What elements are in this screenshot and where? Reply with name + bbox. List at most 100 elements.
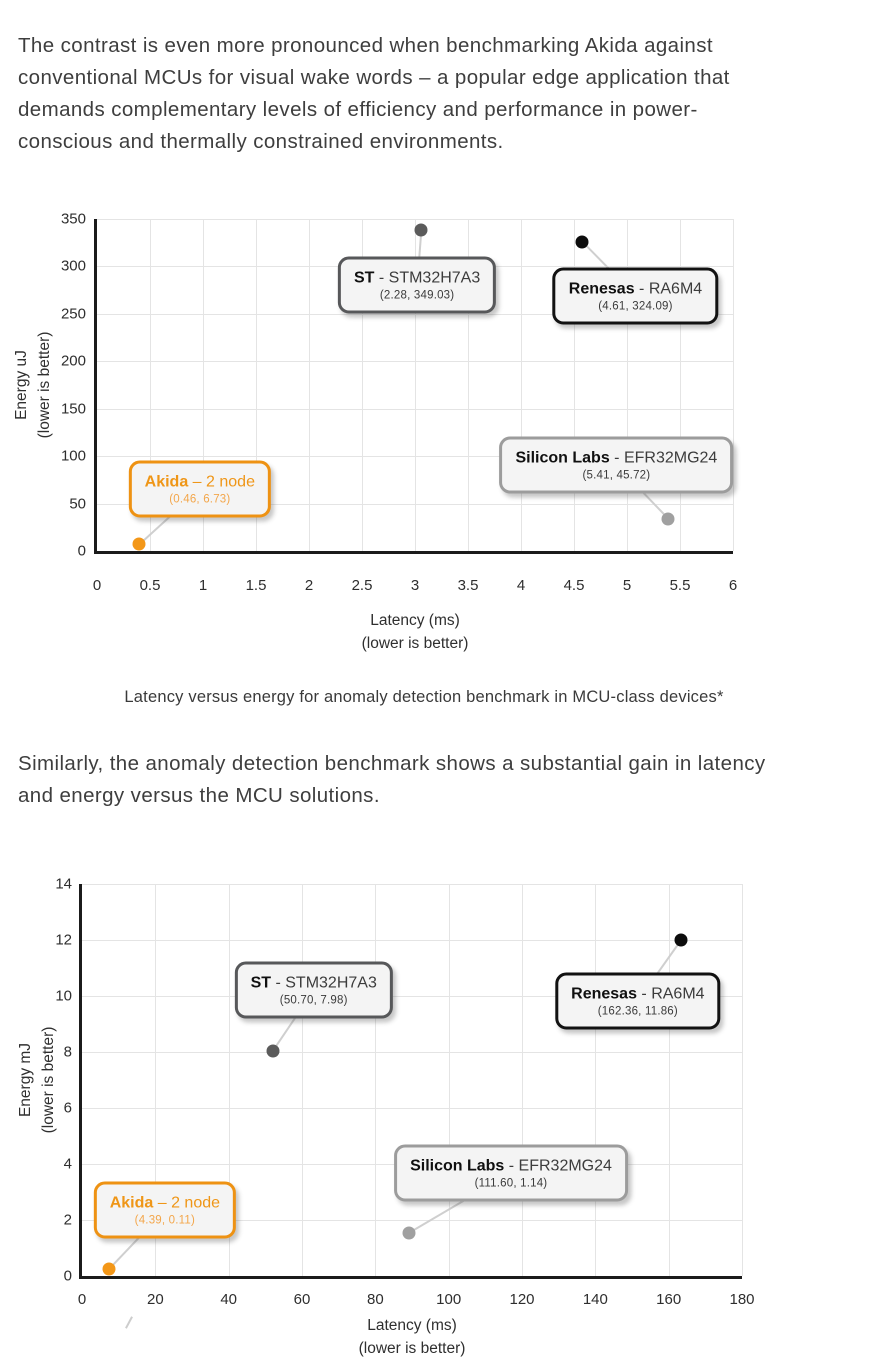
x-tick-label: 4	[516, 577, 526, 594]
x-gridline	[228, 884, 230, 1276]
data-point-dot-st	[414, 223, 428, 237]
y-gridline	[97, 361, 733, 363]
vendor-name: Akida	[109, 1194, 154, 1212]
callout-title: Akida – 2 node	[145, 474, 255, 492]
y-tick-label: 12	[55, 931, 72, 949]
vendor-name: ST	[250, 974, 272, 992]
x-tick-label: 40	[220, 1291, 237, 1308]
callout-title: Akida – 2 node	[110, 1195, 220, 1213]
y-gridline	[97, 456, 733, 458]
x-axis-title-main: Latency (ms)	[370, 612, 460, 629]
callout-title: ST - STM32H7A3	[251, 975, 377, 993]
y-tick-label: 50	[69, 495, 86, 513]
y-gridline	[82, 1108, 742, 1109]
y-gridline	[97, 219, 733, 220]
x-gridline	[415, 219, 416, 551]
x-axis-title-note: (lower is better)	[361, 635, 469, 652]
data-point-dot-silicon-labs	[402, 1226, 416, 1240]
x-gridline	[595, 884, 597, 1276]
y-tick-label: 350	[60, 210, 86, 228]
x-tick-label: 5	[622, 577, 632, 594]
x-tick-label: 0.5	[139, 577, 161, 594]
model-name: - RA6M4	[636, 985, 705, 1003]
x-gridline	[468, 219, 469, 551]
axis-frame	[94, 219, 733, 554]
y-gridline	[97, 408, 733, 410]
y-tick-label: 0	[77, 542, 86, 560]
x-tick-label: 0	[77, 1291, 87, 1308]
model-name: – 2 node	[188, 473, 255, 491]
y-tick-label: 250	[60, 305, 86, 323]
model-name: – 2 node	[153, 1194, 221, 1212]
leader-line-st	[416, 230, 423, 286]
x-tick-label: 60	[293, 1291, 311, 1308]
y-axis-title-main: Energy uJ	[13, 350, 30, 420]
callout-akida: Akida – 2 node (4.39, 0.11)	[93, 1181, 237, 1239]
x-gridline	[309, 219, 310, 551]
x-tick-label: 1.5	[245, 577, 267, 594]
intro-paragraph: The contrast is even more pronounced whe…	[18, 34, 730, 153]
x-gridline	[522, 884, 523, 1276]
leader-line-renesas	[581, 241, 637, 297]
data-point-dot-renesas	[575, 235, 589, 249]
y-tick-label: 200	[60, 352, 86, 370]
callout-silicon-labs: Silicon Labs - EFR32MG24 (111.60, 1.14)	[394, 1144, 628, 1202]
x-gridline	[627, 219, 628, 551]
x-gridline	[521, 219, 522, 551]
callout-silicon-labs: Silicon Labs - EFR32MG24 (5.41, 45.72)	[499, 436, 734, 494]
y-axis-title: Energy mJ (lower is better)	[14, 1027, 60, 1134]
x-gridline	[150, 219, 151, 551]
x-tick-label: 120	[509, 1291, 535, 1308]
y-tick-label: 0	[63, 1267, 72, 1285]
x-axis-title-main: Latency (ms)	[367, 1317, 457, 1334]
leader-line-silicon-labs	[615, 463, 670, 520]
leader-line-silicon-labs	[408, 1172, 512, 1234]
x-tick-label: 3.5	[457, 577, 479, 594]
callout-st: ST - STM32H7A3 (2.28, 349.03)	[337, 256, 497, 314]
callout-coordinates: (111.60, 1.14)	[474, 1177, 548, 1190]
axis-frame	[79, 884, 742, 1279]
vendor-name: ST	[353, 269, 375, 287]
callout-st: ST - STM32H7A3 (50.70, 7.98)	[234, 961, 393, 1019]
vendor-name: Silicon Labs	[410, 1157, 505, 1175]
callout-coordinates: (50.70, 7.98)	[279, 994, 348, 1007]
x-gridline	[256, 219, 257, 551]
callout-renesas: Renesas - RA6M4 (4.61, 324.09)	[552, 267, 719, 325]
x-gridline	[362, 219, 363, 551]
x-tick-label: 180	[729, 1291, 755, 1308]
x-tick-label: 6	[728, 577, 738, 594]
x-gridline	[302, 884, 303, 1276]
y-gridline	[97, 503, 733, 505]
y-gridline	[82, 1164, 742, 1165]
y-axis-title-note: (lower is better)	[40, 1026, 57, 1134]
y-tick-label: 300	[60, 257, 86, 275]
y-tick-label: 4	[63, 1155, 72, 1173]
vendor-name: Akida	[144, 473, 189, 491]
y-axis-title-main: Energy mJ	[17, 1042, 34, 1118]
data-point-dot-silicon-labs	[661, 512, 675, 526]
y-gridline	[97, 266, 733, 268]
callout-title: Renesas - RA6M4	[569, 280, 702, 298]
x-gridline	[680, 219, 681, 551]
x-tick-label: 100	[436, 1291, 462, 1308]
model-name: - EFR32MG24	[504, 1157, 612, 1175]
vendor-name: Renesas	[571, 985, 637, 1003]
x-gridline	[574, 219, 575, 551]
y-tick-label: 6	[63, 1099, 72, 1117]
vendor-name: Renesas	[568, 280, 635, 298]
y-gridline	[82, 940, 742, 941]
x-axis-title-note: (lower is better)	[358, 1340, 466, 1357]
callout-title: ST - STM32H7A3	[354, 270, 480, 288]
x-tick-label: 20	[146, 1291, 164, 1308]
y-gridline	[82, 1052, 742, 1053]
x-gridline	[668, 884, 670, 1276]
leader-line-akida	[138, 488, 201, 546]
y-gridline	[82, 996, 742, 997]
y-tick-label: 100	[60, 447, 86, 465]
leader-line-st	[271, 989, 315, 1052]
